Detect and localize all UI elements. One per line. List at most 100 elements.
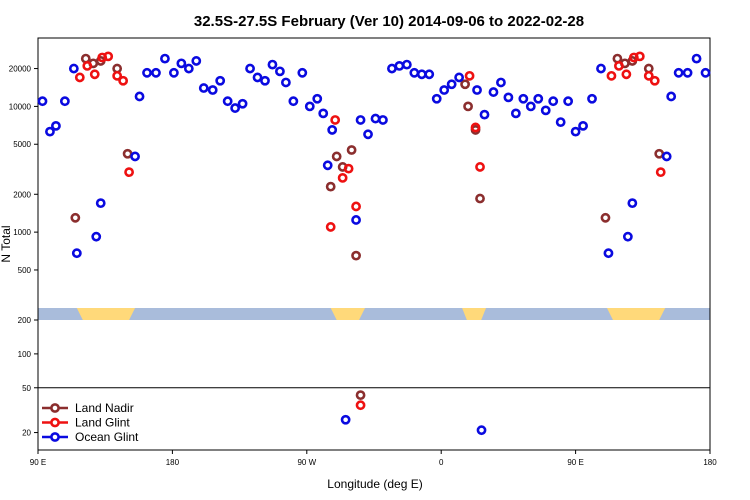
land-nadir-point [460,79,470,90]
land-glint-point [325,222,336,232]
land-glint-point [337,172,348,183]
land-nadir-point [351,250,361,261]
land-nadir-point [331,151,342,162]
land-glint-point [89,69,100,80]
y-tick-label: 100 [18,350,32,359]
x-tick-label: 90 E [30,458,46,467]
ocean-glint-point [548,96,559,107]
ocean-glint-point [401,59,412,70]
ocean-glint-point [59,96,70,107]
chart-title: 32.5S-27.5S February (Ver 10) 2014-09-06… [194,13,584,30]
ocean-glint-point [237,98,248,109]
ocean-glint-point [322,160,333,171]
ocean-glint-point [51,120,61,131]
land-glint-point [124,167,134,178]
y-tick-label: 1000 [13,228,31,237]
data-points [37,51,711,436]
land-nadir-point [122,148,133,159]
x-tick-label: 180 [703,458,717,467]
land-glint-point [112,70,123,81]
ocean-glint-point [370,113,381,124]
ocean-glint-point [454,72,465,83]
ocean-glint-point [387,63,397,74]
land-glint-point [470,122,481,133]
ocean-glint-point [191,56,202,66]
legend-marker-land-nadir [50,403,60,413]
ocean-glint-point [215,75,226,86]
ocean-glint-point [476,425,487,436]
land-nadir-point [463,101,473,112]
land-glint-point [621,69,632,80]
ocean-glint-point [134,91,145,102]
ocean-glint-point [252,72,263,83]
ocean-glint-point [682,67,693,78]
ocean-glint-point [37,96,48,107]
coverage-band [38,308,710,320]
ocean-glint-point [260,75,270,86]
ocean-glint-point [168,67,179,78]
land-glint-point [118,75,129,86]
land-nadir-point [355,390,366,401]
ocean-glint-point [409,67,420,78]
ocean-glint-point [673,67,684,78]
legend-marker-ocean-glint [50,432,60,442]
ocean-glint-point [355,115,366,125]
ocean-glint-point [130,151,140,162]
land-nadir-point [475,193,485,204]
ocean-glint-point [351,215,361,225]
ocean-glint-point [540,105,551,116]
land-glint-point [464,70,475,81]
ocean-glint-point [91,231,102,242]
legend-marker-land-glint [50,417,60,428]
ocean-glint-point [183,63,194,74]
ocean-glint-point [533,93,544,104]
legend-label-ocean-glint: Ocean Glint [75,430,139,444]
land-nadir-point [346,145,357,155]
ocean-glint-point [280,77,291,88]
ocean-glint-point [230,103,241,113]
ocean-glint-point [424,69,435,80]
y-axis-label: N Total [0,225,13,262]
ocean-glint-point [176,58,187,69]
x-tick-label: 180 [166,458,180,467]
land-nadir-point [325,181,336,192]
ocean-glint-point [563,96,574,107]
ocean-glint-point [198,83,209,93]
ocean-glint-point [45,126,55,137]
ocean-glint-point [587,93,597,104]
ocean-glint-point [431,93,442,104]
ocean-glint-point [510,108,521,119]
land-glint-point [330,115,341,125]
ocean-glint-point [700,67,711,78]
y-tick-label: 20000 [9,65,32,74]
land-band-segment [606,308,666,320]
ocean-glint-point [691,53,702,64]
ocean-glint-point [275,66,285,77]
ocean-glint-point [578,120,588,131]
ocean-glint-point [488,87,499,97]
land-glint-point [643,70,654,81]
ocean-glint-point [603,248,614,259]
ocean-glint-point [151,67,161,78]
x-tick-label: 90 E [567,458,583,467]
ocean-glint-point [160,53,170,64]
y-tick-label: 10000 [9,102,32,111]
ocean-glint-point [378,115,388,125]
plot-frame [37,37,711,451]
ocean-glint-point [627,198,638,209]
ocean-glint-point [446,79,457,90]
ocean-glint-point [622,231,633,242]
land-nadir-point [70,212,81,223]
ocean-glint-point [288,96,299,107]
land-glint-point [649,75,660,86]
land-band-segment [76,308,136,320]
land-glint-point [355,400,366,411]
x-tick-label: 90 W [297,458,316,467]
y-tick-label: 50 [22,384,31,393]
ocean-glint-point [207,85,218,95]
y-tick-label: 2000 [13,190,31,199]
ocean-glint-point [570,126,581,137]
ocean-glint-point [318,108,329,119]
land-glint-point [606,70,617,81]
